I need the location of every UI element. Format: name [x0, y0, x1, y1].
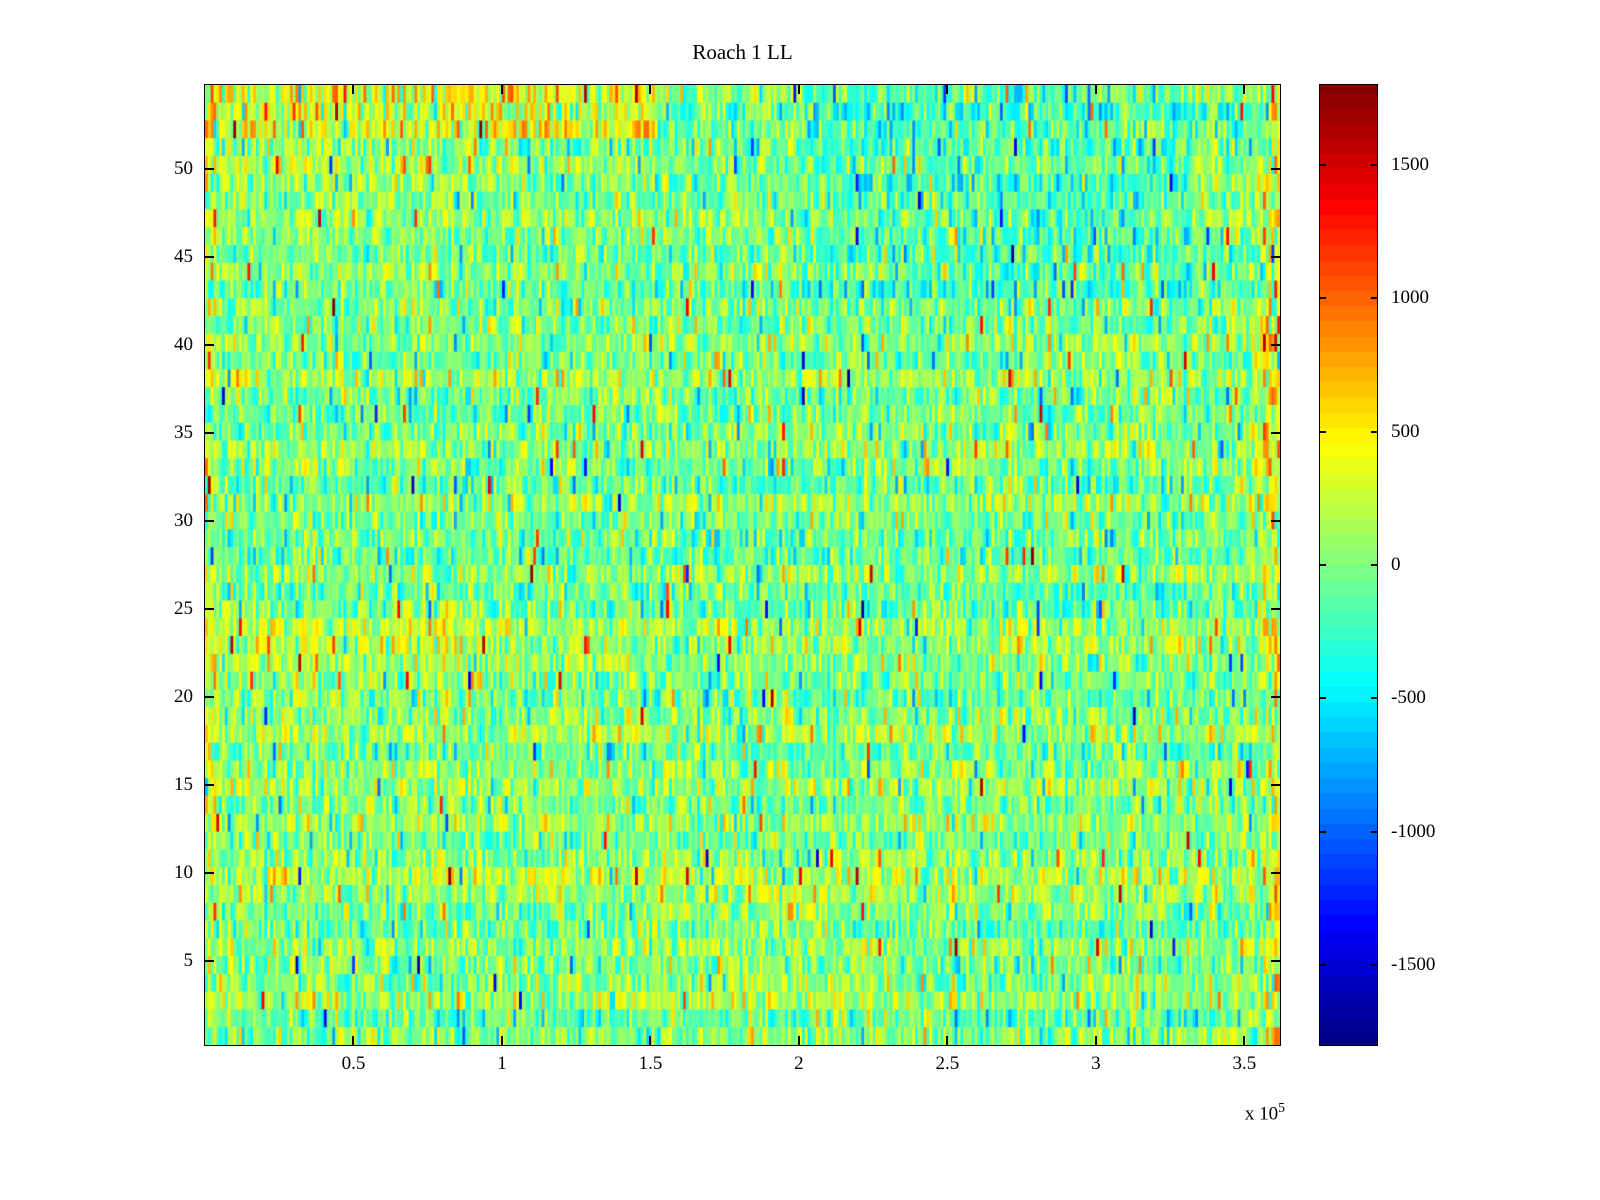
colorbar-tick-mark-left	[1320, 830, 1326, 833]
y-tick-mark	[205, 344, 214, 347]
colorbar-tick-mark-left	[1320, 430, 1326, 433]
x-tick-mark	[1243, 1036, 1246, 1045]
y-tick-mark-right	[1271, 871, 1280, 874]
y-tick-label: 5	[183, 949, 194, 971]
x-tick-mark	[946, 1036, 949, 1045]
colorbar-tick-mark-right	[1371, 430, 1377, 433]
x-axis-offset-label: x 105	[1245, 1100, 1285, 1125]
y-tick-label: 10	[174, 861, 193, 883]
colorbar-tick-mark-right	[1371, 964, 1377, 966]
x-tick-label: 3.5	[1232, 1053, 1257, 1074]
y-tick-mark	[205, 695, 214, 698]
y-tick-mark-right	[1271, 695, 1280, 698]
x-tick-mark-top	[797, 85, 800, 94]
colorbar-canvas	[1320, 85, 1377, 1045]
colorbar-tick-mark-right	[1371, 830, 1377, 833]
x-tick-mark	[352, 1036, 355, 1045]
x-tick-mark-top	[500, 85, 503, 94]
colorbar-tick-label: 0	[1391, 554, 1401, 575]
x-tick-label: 2.5	[935, 1053, 960, 1074]
y-tick-mark-right	[1271, 520, 1280, 523]
y-tick-label: 25	[174, 597, 193, 619]
y-tick-mark-right	[1271, 607, 1280, 610]
x-tick-mark	[1094, 1036, 1097, 1045]
y-tick-mark	[205, 256, 214, 259]
y-tick-label: 20	[174, 685, 193, 707]
y-tick-mark	[205, 607, 214, 610]
colorbar-tick-mark-left	[1320, 297, 1326, 300]
x-tick-mark-top	[352, 85, 355, 94]
colorbar-tick-mark-left	[1320, 164, 1326, 166]
colorbar-tick-mark-left	[1320, 964, 1326, 966]
colorbar-tick-label: -1000	[1391, 820, 1436, 842]
colorbar-tick-mark-right	[1371, 564, 1377, 566]
colorbar-tick-mark-right	[1371, 297, 1377, 300]
colorbar-tick-label: 500	[1391, 420, 1420, 442]
y-tick-label: 40	[174, 334, 193, 356]
y-tick-mark-right	[1271, 959, 1280, 962]
x-tick-label: 3	[1091, 1053, 1101, 1074]
x-tick-mark	[797, 1036, 800, 1045]
x-tick-mark-top	[946, 85, 949, 94]
colorbar-tick-label: -1500	[1391, 954, 1436, 975]
x-tick-label: 1.5	[638, 1053, 663, 1074]
y-tick-mark	[205, 783, 214, 786]
x-offset-base: x 10	[1244, 1103, 1279, 1125]
colorbar-tick-label: -500	[1391, 687, 1426, 709]
x-tick-label: 2	[794, 1053, 804, 1074]
y-tick-mark-right	[1271, 256, 1280, 259]
x-tick-mark-top	[1094, 85, 1097, 94]
y-tick-label: 45	[174, 246, 193, 268]
x-tick-label: 1	[497, 1053, 507, 1074]
y-tick-mark	[205, 520, 214, 523]
y-tick-mark-right	[1271, 432, 1280, 435]
x-tick-mark-top	[649, 85, 652, 94]
chart-title: Roach 1 LL	[692, 40, 793, 64]
y-tick-mark-right	[1271, 783, 1280, 786]
colorbar-tick-label: 1500	[1391, 154, 1429, 175]
colorbar-tick-mark-right	[1371, 697, 1377, 700]
colorbar-tick-mark-right	[1371, 164, 1377, 166]
y-tick-label: 30	[174, 510, 193, 532]
x-offset-exponent: 5	[1278, 1100, 1285, 1115]
y-tick-mark-right	[1271, 344, 1280, 347]
y-tick-mark	[205, 432, 214, 435]
y-tick-mark	[205, 871, 214, 874]
y-tick-mark	[205, 168, 214, 171]
x-tick-mark	[649, 1036, 652, 1045]
colorbar-tick-mark-left	[1320, 564, 1326, 566]
y-tick-label: 35	[174, 422, 193, 444]
colorbar-tick-label: 1000	[1391, 287, 1429, 309]
y-tick-label: 50	[174, 158, 193, 180]
x-tick-mark	[500, 1036, 503, 1045]
y-tick-mark-right	[1271, 168, 1280, 171]
colorbar-tick-mark-left	[1320, 697, 1326, 700]
x-tick-label: 0.5	[341, 1053, 366, 1074]
y-tick-mark	[205, 959, 214, 962]
heatmap-canvas	[205, 85, 1280, 1045]
x-tick-mark-top	[1243, 85, 1246, 94]
y-tick-label: 15	[174, 773, 193, 795]
